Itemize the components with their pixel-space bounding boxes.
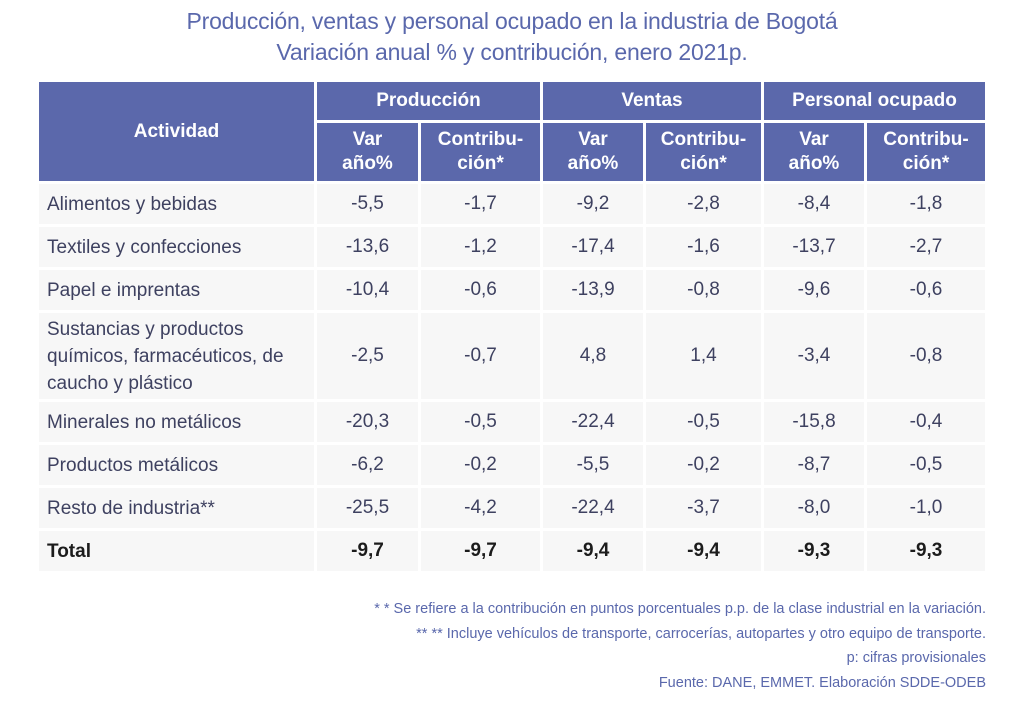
- value-cell: -0,5: [421, 402, 540, 442]
- value-cell: -1,6: [646, 227, 761, 267]
- value-cell: -25,5: [317, 488, 418, 528]
- industry-table: Actividad Producción Ventas Personal ocu…: [36, 79, 988, 574]
- activity-cell: Textiles y confecciones: [39, 227, 314, 267]
- footnotes: * * Se refiere a la contribución en punt…: [374, 597, 986, 695]
- value-cell: 4,8: [543, 313, 643, 399]
- footnote-source: Fuente: DANE, EMMET. Elaboración SDDE-OD…: [658, 674, 986, 691]
- value-cell: -2,8: [646, 184, 761, 224]
- header-personal-contrib: Contribu-ción*: [867, 123, 985, 181]
- value-cell: -13,9: [543, 270, 643, 310]
- table-row: Productos metálicos -6,2 -0,2 -5,5 -0,2 …: [39, 445, 985, 485]
- table-row: Alimentos y bebidas -5,5 -1,7 -9,2 -2,8 …: [39, 184, 985, 224]
- value-cell: -3,4: [764, 313, 864, 399]
- total-value: -9,7: [317, 531, 418, 571]
- title-line-1: Producción, ventas y personal ocupado en…: [186, 8, 838, 34]
- value-cell: -15,8: [764, 402, 864, 442]
- total-value: -9,4: [543, 531, 643, 571]
- activity-line: caucho y plástico: [47, 372, 193, 394]
- activity-cell: Papel e imprentas: [39, 270, 314, 310]
- total-value: -9,4: [646, 531, 761, 571]
- header-line: año%: [788, 153, 840, 174]
- value-cell: -5,5: [543, 445, 643, 485]
- table-row: Resto de industria** -25,5 -4,2 -22,4 -3…: [39, 488, 985, 528]
- footnote-resto-industria: ** ** Incluye vehículos de transporte, c…: [416, 625, 986, 642]
- activity-cell: Resto de industria**: [39, 488, 314, 528]
- header-line: Contribu-: [883, 129, 969, 150]
- header-line: Contribu-: [660, 129, 747, 150]
- header-line: Var: [352, 129, 383, 150]
- activity-cell: Minerales no metálicos: [39, 402, 314, 442]
- table-row: Papel e imprentas -10,4 -0,6 -13,9 -0,8 …: [39, 270, 985, 310]
- value-cell: -0,4: [867, 402, 985, 442]
- value-cell: -22,4: [543, 402, 643, 442]
- total-label: Total: [39, 531, 314, 571]
- value-cell: -9,6: [764, 270, 864, 310]
- header-line: Contribu-: [437, 129, 524, 150]
- header-line: año%: [567, 153, 619, 174]
- header-ventas-contrib: Contribu-ción*: [646, 123, 761, 181]
- value-cell: -13,6: [317, 227, 418, 267]
- table-row: Textiles y confecciones -13,6 -1,2 -17,4…: [39, 227, 985, 267]
- header-group-produccion: Producción: [317, 82, 540, 120]
- header-ventas-var: Var año%: [543, 123, 643, 181]
- value-cell: -0,8: [646, 270, 761, 310]
- header-personal-var: Var año%: [764, 123, 864, 181]
- total-value: -9,3: [764, 531, 864, 571]
- value-cell: -8,7: [764, 445, 864, 485]
- header-group-personal: Personal ocupado: [764, 82, 985, 120]
- value-cell: -0,2: [421, 445, 540, 485]
- value-cell: -13,7: [764, 227, 864, 267]
- activity-cell: Productos metálicos: [39, 445, 314, 485]
- value-cell: -9,2: [543, 184, 643, 224]
- activity-cell: Alimentos y bebidas: [39, 184, 314, 224]
- value-cell: -10,4: [317, 270, 418, 310]
- value-cell: -0,7: [421, 313, 540, 399]
- table-row: Minerales no metálicos -20,3 -0,5 -22,4 …: [39, 402, 985, 442]
- value-cell: -0,8: [867, 313, 985, 399]
- value-cell: -3,7: [646, 488, 761, 528]
- value-cell: -1,0: [867, 488, 985, 528]
- value-cell: 1,4: [646, 313, 761, 399]
- value-cell: -5,5: [317, 184, 418, 224]
- value-cell: -1,2: [421, 227, 540, 267]
- header-line: ción*: [457, 153, 504, 174]
- total-row: Total -9,7 -9,7 -9,4 -9,4 -9,3 -9,3: [39, 531, 985, 571]
- value-cell: -0,6: [867, 270, 985, 310]
- value-cell: -2,7: [867, 227, 985, 267]
- header-line: Var: [799, 129, 829, 150]
- value-cell: -0,6: [421, 270, 540, 310]
- value-cell: -8,4: [764, 184, 864, 224]
- activity-line: químicos, farmacéuticos, de: [47, 345, 284, 367]
- header-line: ción*: [902, 153, 950, 174]
- header-line: año%: [342, 153, 393, 174]
- activity-cell: Sustancias y productos químicos, farmacé…: [39, 313, 314, 399]
- header-line: ción*: [680, 153, 727, 174]
- header-produccion-contrib: Contribu-ción*: [421, 123, 540, 181]
- header-line: Var: [578, 129, 608, 150]
- total-value: -9,7: [421, 531, 540, 571]
- header-group-ventas: Ventas: [543, 82, 761, 120]
- value-cell: -4,2: [421, 488, 540, 528]
- value-cell: -0,5: [646, 402, 761, 442]
- footnote-contribution: * * Se refiere a la contribución en punt…: [374, 601, 986, 617]
- footnote-provisional: p: cifras provisionales: [846, 650, 986, 666]
- title-line-2: Variación anual % y contribución, enero …: [276, 39, 748, 65]
- total-value: -9,3: [867, 531, 985, 571]
- value-cell: -20,3: [317, 402, 418, 442]
- table-title: Producción, ventas y personal ocupado en…: [0, 6, 1024, 68]
- value-cell: -6,2: [317, 445, 418, 485]
- header-activity: Actividad: [39, 82, 314, 181]
- value-cell: -2,5: [317, 313, 418, 399]
- activity-line: Sustancias y productos: [47, 318, 244, 340]
- value-cell: -0,5: [867, 445, 985, 485]
- value-cell: -1,8: [867, 184, 985, 224]
- value-cell: -0,2: [646, 445, 761, 485]
- value-cell: -1,7: [421, 184, 540, 224]
- value-cell: -22,4: [543, 488, 643, 528]
- table-row: Sustancias y productos químicos, farmacé…: [39, 313, 985, 399]
- value-cell: -17,4: [543, 227, 643, 267]
- header-produccion-var: Var año%: [317, 123, 418, 181]
- value-cell: -8,0: [764, 488, 864, 528]
